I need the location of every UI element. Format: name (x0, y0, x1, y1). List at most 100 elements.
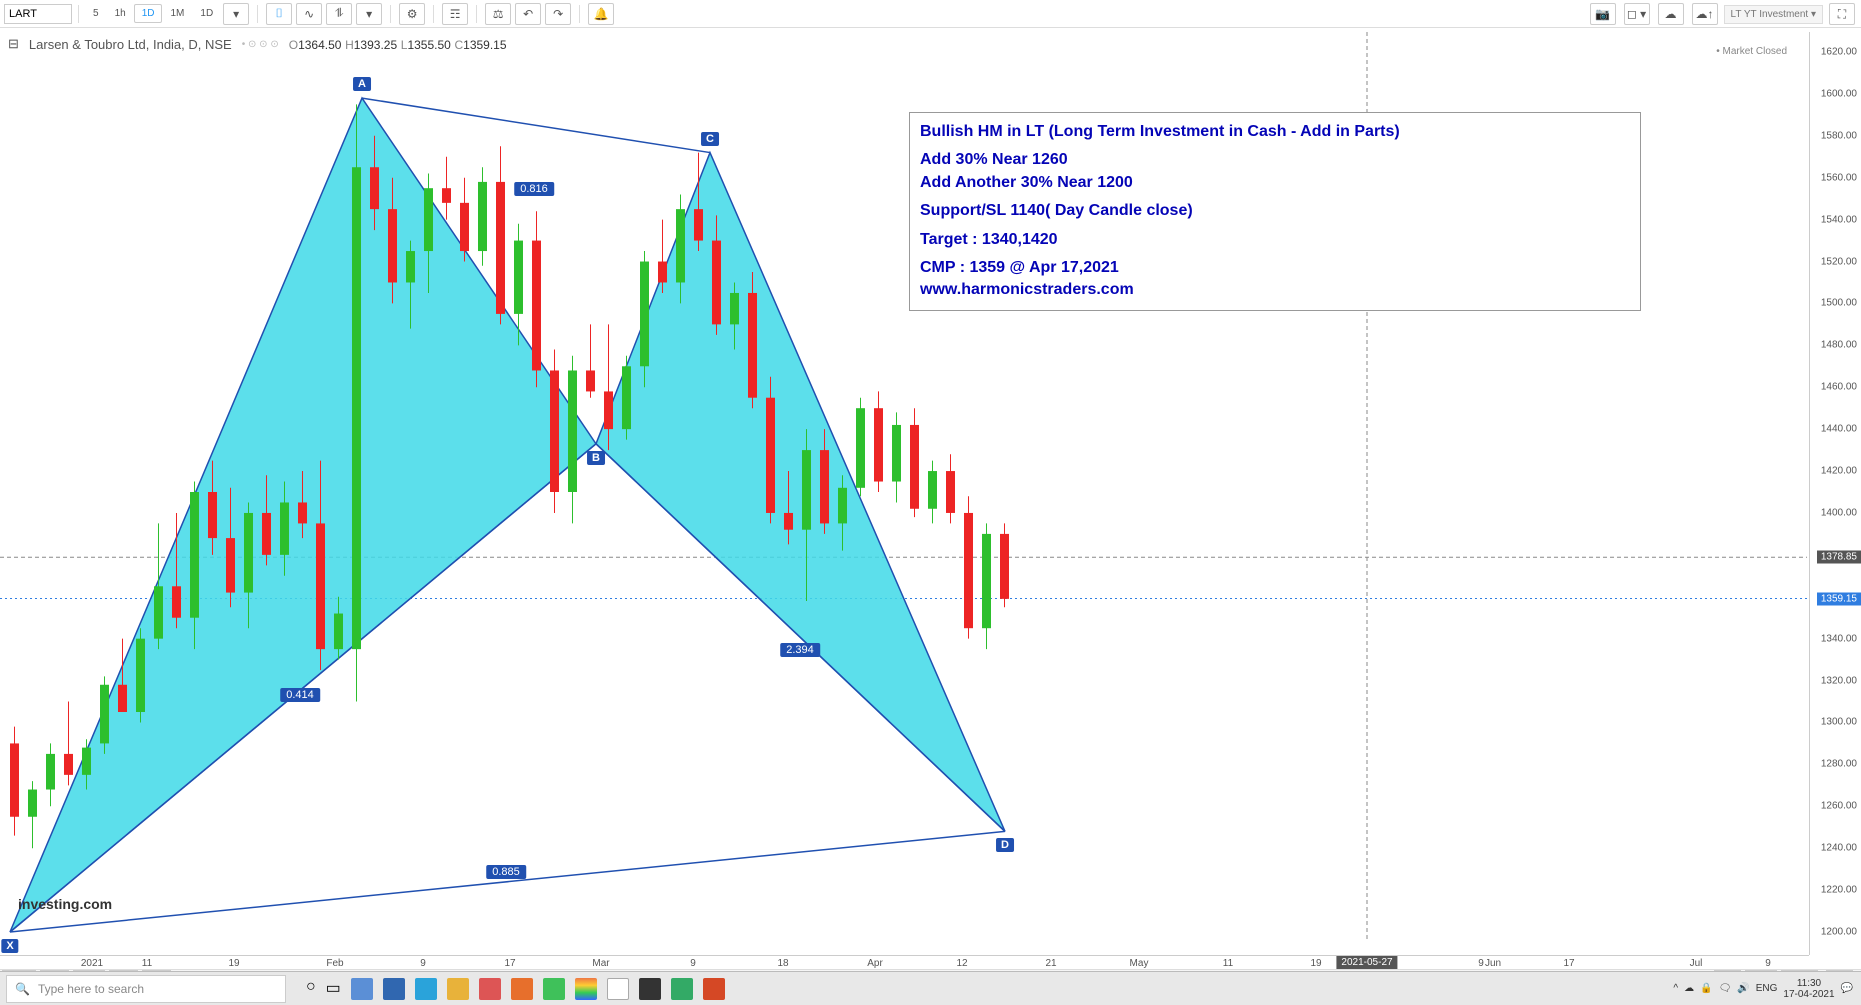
price-tick: 1620.00 (1821, 47, 1857, 58)
price-tick: 1340.00 (1821, 633, 1857, 644)
time-tick: Feb (326, 958, 343, 969)
task-view-icon[interactable]: ▭ (326, 978, 341, 1000)
timeframe-1h[interactable]: 1h (107, 4, 134, 23)
last-price-marker: 1359.15 (1817, 592, 1861, 605)
layout-icon[interactable]: ◻ ▾ (1624, 3, 1650, 25)
tray-lang[interactable]: ENG (1756, 983, 1778, 994)
time-tick: 17 (504, 958, 515, 969)
price-tick: 1580.00 (1821, 130, 1857, 141)
task-app-icon[interactable] (543, 978, 565, 1000)
dropdown-icon[interactable]: ▾ (223, 3, 249, 25)
time-tick: 21 (1045, 958, 1056, 969)
timeframe-group: 51h1D1M1D (85, 4, 221, 23)
crosshair-price-marker: 1378.85 (1817, 551, 1861, 564)
notifications-icon[interactable]: 💬 (1841, 983, 1853, 994)
cloud-up-icon[interactable]: ☁↑ (1692, 3, 1718, 25)
cloud-down-icon[interactable]: ☁ (1658, 3, 1684, 25)
time-tick: 2021 (81, 958, 103, 969)
price-tick: 1540.00 (1821, 214, 1857, 225)
task-app-icon[interactable] (383, 978, 405, 1000)
symbol-input[interactable] (4, 4, 72, 24)
tray-icon[interactable]: ☁ (1684, 983, 1694, 994)
price-tick: 1460.00 (1821, 382, 1857, 393)
tray-date[interactable]: 17-04-2021 (1783, 989, 1834, 1000)
price-axis[interactable]: 1200.00 1220.00 1240.00 1260.00 1280.00 1300.… (1809, 32, 1861, 955)
price-tick: 1400.00 (1821, 507, 1857, 518)
time-tick: 11 (1223, 958, 1233, 969)
price-tick: 1220.00 (1821, 885, 1857, 896)
settings-icon[interactable]: ⚙ (399, 3, 425, 25)
price-tick: 1240.00 (1821, 843, 1857, 854)
price-tick: 1520.00 (1821, 256, 1857, 267)
tray-icon[interactable]: 🗨 (1719, 983, 1732, 994)
price-tick: 1260.00 (1821, 801, 1857, 812)
user-menu[interactable]: LT YT Investment ▾ (1724, 5, 1823, 24)
tray-icon[interactable]: 🔒 (1700, 983, 1712, 994)
time-tick: May (1130, 958, 1149, 969)
time-tick: 9 (1765, 958, 1771, 969)
price-tick: 1300.00 (1821, 717, 1857, 728)
task-app-icon[interactable] (671, 978, 693, 1000)
pattern-point-X: X (1, 939, 18, 953)
price-tick: 1200.00 (1821, 927, 1857, 938)
indicators-icon[interactable]: ⥮ (326, 3, 352, 25)
timeframe-1D[interactable]: 1D (134, 4, 163, 23)
scale-icon[interactable]: ⚖ (485, 3, 511, 25)
timeframe-1D[interactable]: 1D (192, 4, 221, 23)
annotation-textbox[interactable]: Bullish HM in LT (Long Term Investment i… (909, 112, 1641, 311)
undo-icon[interactable]: ↶ (515, 3, 541, 25)
time-tick: 9 (690, 958, 696, 969)
timeframe-5[interactable]: 5 (85, 4, 107, 23)
time-tick: Apr (867, 958, 883, 969)
time-tick: 19 (228, 958, 239, 969)
task-app-icon[interactable] (703, 978, 725, 1000)
tray-icon[interactable]: 🔊 (1737, 983, 1749, 994)
task-cortana-icon[interactable]: ○ (306, 978, 316, 1000)
time-tick: Jul (1690, 958, 1703, 969)
price-tick: 1600.00 (1821, 88, 1857, 99)
task-app-icon[interactable] (351, 978, 373, 1000)
price-tick: 1500.00 (1821, 298, 1857, 309)
tray-icon[interactable]: ^ (1673, 983, 1678, 994)
time-tick: 9 (420, 958, 426, 969)
os-search[interactable]: 🔍 Type here to search (6, 975, 286, 1003)
redo-icon[interactable]: ↷ (545, 3, 571, 25)
time-tick: 9 (1478, 958, 1484, 969)
top-toolbar: 51h1D1M1D ▾ ⌷ ∿ ⥮ ▾ ⚙ ☶ ⚖ ↶ ↷ 🔔 📷 ◻ ▾ ☁ … (0, 0, 1861, 28)
dropdown2-icon[interactable]: ▾ (356, 3, 382, 25)
task-app-icon[interactable] (639, 978, 661, 1000)
price-tick: 1320.00 (1821, 675, 1857, 686)
alert-icon[interactable]: 🔔 (588, 3, 614, 25)
task-app-icon[interactable] (607, 978, 629, 1000)
price-tick: 1440.00 (1821, 424, 1857, 435)
time-tick: Jun (1485, 958, 1501, 969)
price-tick: 1280.00 (1821, 759, 1857, 770)
price-tick: 1420.00 (1821, 466, 1857, 477)
time-tick: 17 (1563, 958, 1574, 969)
time-tick: 12 (956, 958, 967, 969)
task-app-icon[interactable] (447, 978, 469, 1000)
taskbar-apps: ○ ▭ (306, 978, 725, 1000)
timeframe-1M[interactable]: 1M (162, 4, 192, 23)
candle-style-icon[interactable]: ⌷ (266, 3, 292, 25)
time-tick: 18 (777, 958, 788, 969)
task-app-icon[interactable] (575, 978, 597, 1000)
price-tick: 1480.00 (1821, 340, 1857, 351)
time-tick: 11 (142, 958, 152, 969)
camera-icon[interactable]: 📷 (1590, 3, 1616, 25)
task-app-icon[interactable] (511, 978, 533, 1000)
watermark-logo: investing.com (18, 896, 112, 912)
task-app-icon[interactable] (479, 978, 501, 1000)
os-taskbar: 🔍 Type here to search ○ ▭ ^ ☁ 🔒 🗨 🔊 ENG … (0, 971, 1861, 1005)
search-icon: 🔍 (15, 982, 30, 996)
time-tick: Mar (592, 958, 609, 969)
system-tray: ^ ☁ 🔒 🗨 🔊 ENG 11:30 17-04-2021 💬 (1673, 978, 1861, 1000)
compare-icon[interactable]: ∿ (296, 3, 322, 25)
template-icon[interactable]: ☶ (442, 3, 468, 25)
crosshair-date-marker: 2021-05-27 (1336, 956, 1397, 969)
price-tick: 1560.00 (1821, 172, 1857, 183)
task-app-icon[interactable] (415, 978, 437, 1000)
fullscreen-icon[interactable]: ⛶ (1829, 3, 1855, 25)
tray-time[interactable]: 11:30 (1783, 978, 1834, 989)
time-tick: 19 (1310, 958, 1321, 969)
